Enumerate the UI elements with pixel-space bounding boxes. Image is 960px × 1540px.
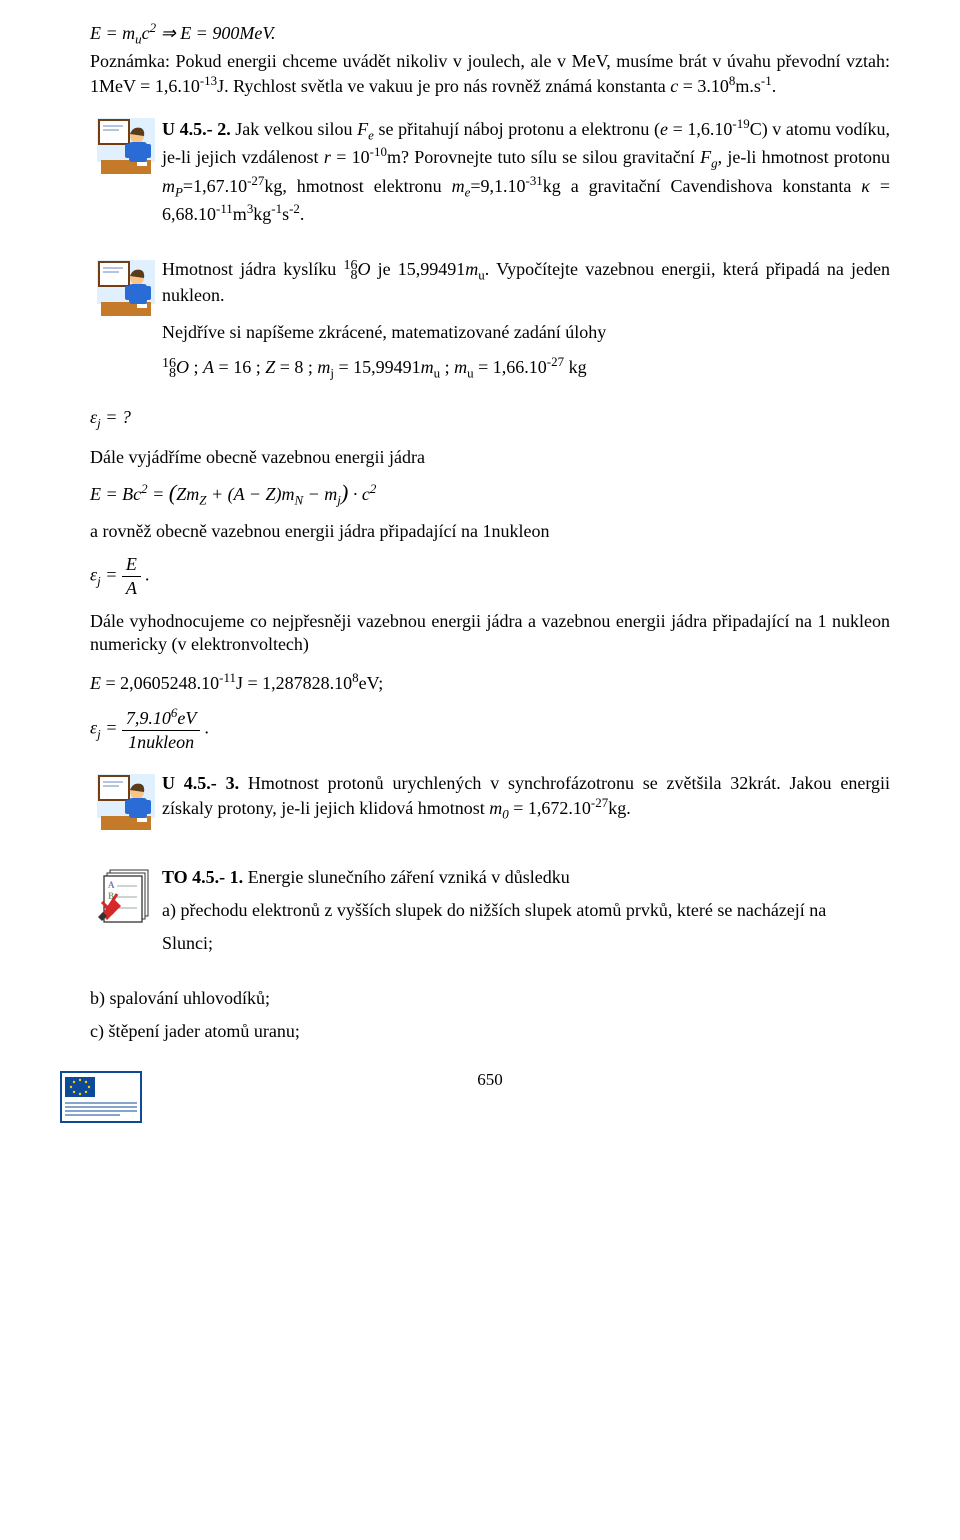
quiz-icon: A B C bbox=[90, 866, 162, 928]
per-nucleon-intro: a rovněž obecně vazebnou energii jádra p… bbox=[90, 520, 890, 543]
teacher-icon bbox=[90, 116, 162, 178]
exercise-u452-block: U 4.5.- 2. Jak velkou silou Fe se přitah… bbox=[90, 116, 890, 236]
eu-logo-icon bbox=[60, 1071, 142, 1129]
equation-epsilon-fraction: εj = E A . bbox=[90, 553, 890, 600]
equation-epsilon-numeric: εj = 7,9.106eV 1nukleon . bbox=[90, 705, 890, 754]
worked-example-block: Hmotnost jádra kyslíku 168O je 15,99491m… bbox=[90, 258, 890, 392]
quiz-option-a-tail: Slunci; bbox=[162, 932, 890, 955]
worked-example-intro: Hmotnost jádra kyslíku 168O je 15,99491m… bbox=[162, 258, 890, 307]
equation-energy-numeric: E = 2,0605248.10-11J = 1,287828.108eV; bbox=[90, 670, 890, 695]
derive-intro: Dále vyjádříme obecně vazebnou energii j… bbox=[90, 446, 890, 469]
quiz-option-a: a) přechodu elektronů z vyšších slupek d… bbox=[162, 899, 890, 922]
teacher-icon bbox=[90, 772, 162, 834]
epsilon-question: εj = ? bbox=[90, 406, 890, 432]
page-number: 650 bbox=[90, 1069, 890, 1091]
worked-example-given: 168O ; A = 16 ; Z = 8 ; mj = 15,99491mu … bbox=[162, 354, 890, 382]
quiz-option-b: b) spalování uhlovodíků; bbox=[90, 987, 890, 1010]
exercise-u453-block: U 4.5.- 3. Hmotnost protonů urychlených … bbox=[90, 772, 890, 834]
quiz-option-c: c) štěpení jader atomů uranu; bbox=[90, 1020, 890, 1043]
svg-text:A: A bbox=[108, 880, 115, 890]
teacher-icon bbox=[90, 258, 162, 320]
numeric-eval-intro: Dále vyhodnocujeme co nejpřesněji vazebn… bbox=[90, 610, 890, 656]
worked-example-method: Nejdříve si napíšeme zkrácené, matematiz… bbox=[162, 321, 890, 344]
equation-energy: E = muc2 ⇒ E = 900MeV. bbox=[90, 20, 890, 48]
quiz-to451-stem: TO 4.5.- 1. Energie slunečního záření vz… bbox=[162, 866, 890, 889]
exercise-u453-text: U 4.5.- 3. Hmotnost protonů urychlených … bbox=[162, 772, 890, 823]
note-paragraph: Poznámka: Pokud energii chceme uvádět ni… bbox=[90, 50, 890, 98]
quiz-to451-block: A B C TO 4.5.- 1. Energie slunečního zář… bbox=[90, 866, 890, 965]
equation-binding-energy: E = Bc2 = (ZmZ + (A − Z)mN − mj) · c2 bbox=[90, 479, 890, 509]
exercise-u452-text: U 4.5.- 2. Jak velkou silou Fe se přitah… bbox=[162, 116, 890, 226]
